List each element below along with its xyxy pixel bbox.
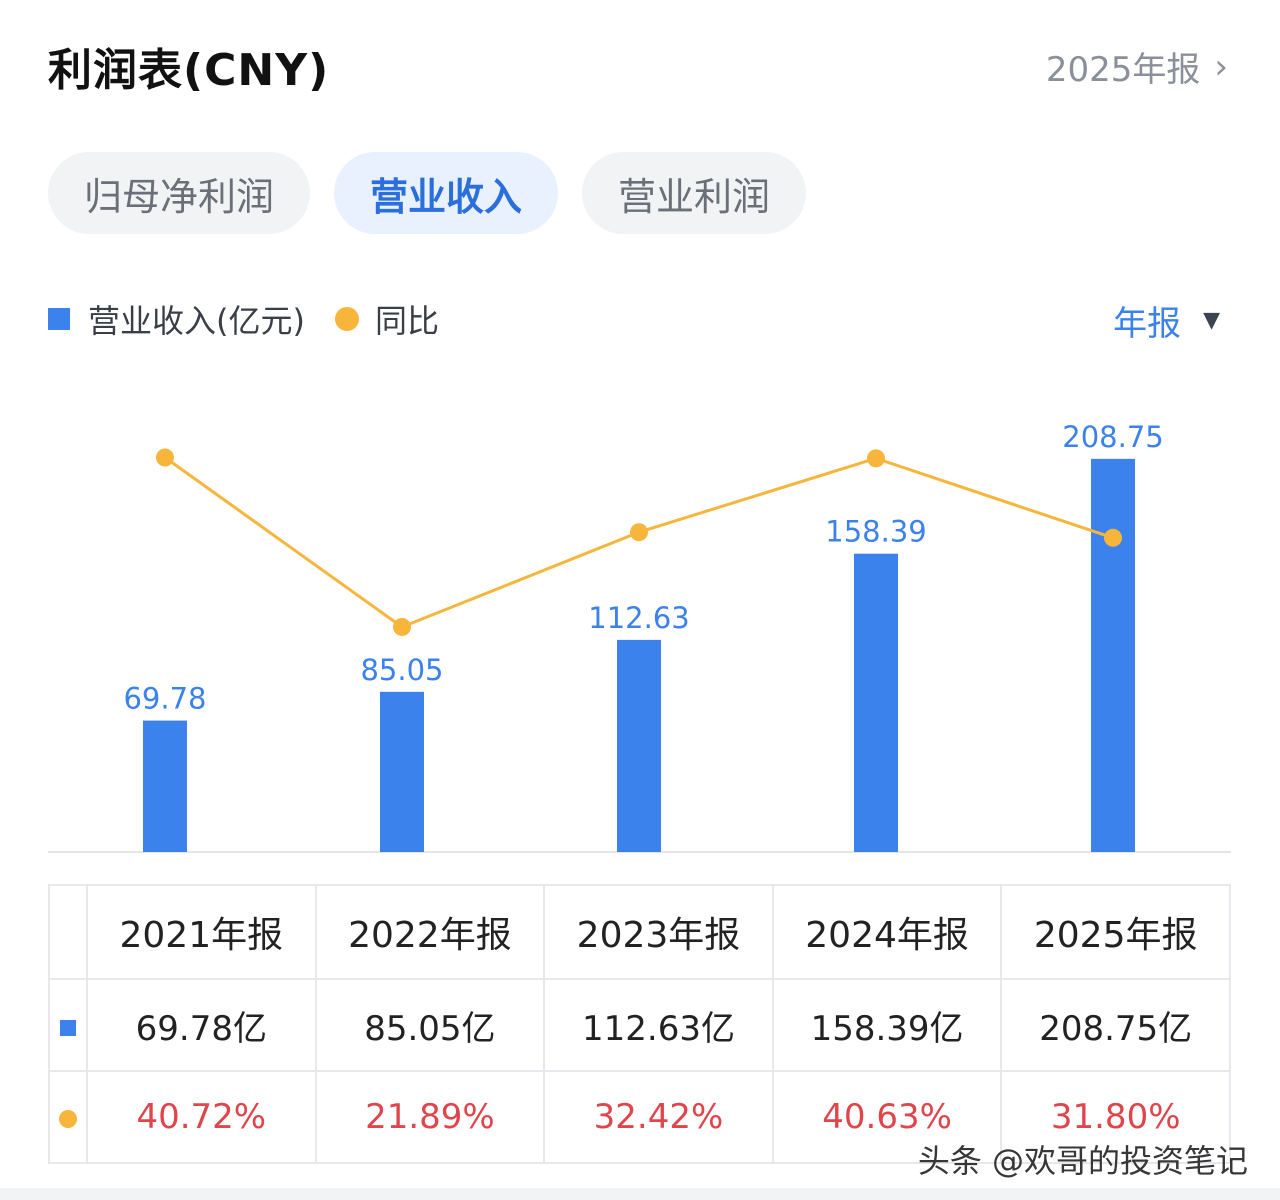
revenue-chart: 69.78 85.05 112.63 158.39 208.75 [48,420,1231,853]
table-cell: 112.63亿 [543,978,774,1072]
line-legend-label: 同比 [374,302,439,340]
period-label: 2025年报 [1045,50,1201,90]
watermark: 头条 @欢哥的投资笔记 [917,1142,1248,1180]
table-corner [48,884,88,980]
line-legend-icon [334,307,359,331]
bar-2024年报[interactable] [854,553,898,852]
table-cell: 85.05亿 [314,978,546,1072]
tab-revenue[interactable]: 营业收入 [334,152,559,234]
chevron-right-icon: › [1214,46,1228,87]
bar-2021年报[interactable] [143,720,187,852]
table-row-yoy: 40.72% 21.89% 32.42% 40.63% 31.80% [48,1070,1231,1164]
square-icon [60,1020,76,1036]
table-header-cell: 2023年报 [543,884,774,980]
bottom-divider [0,1188,1280,1200]
table-header-row: 2021年报 2022年报 2023年报 2024年报 2025年报 [48,884,1231,980]
frequency-label: 年报 [1113,304,1182,344]
bar-2025年报[interactable] [1091,458,1135,852]
yoy-point-2025年报[interactable] [1104,528,1122,547]
period-selector[interactable]: 2025年报 › [1046,42,1228,91]
bar-2022年报[interactable] [380,691,424,852]
bar-2023年报[interactable] [617,639,661,852]
table-cell: 32.42% [543,1070,774,1164]
table-header-cell: 2024年报 [771,884,1003,980]
table-cell: 31.80% [1000,1070,1231,1164]
revenue-row-marker [48,978,88,1072]
page-title: 利润表(CNY) [48,45,330,96]
data-table: 2021年报 2022年报 2023年报 2024年报 2025年报 69.78… [48,884,1231,1164]
table-cell: 208.75亿 [1000,978,1231,1072]
table-header-cell: 2022年报 [314,884,546,980]
bar-value-label: 158.39 [825,515,926,549]
bar-value-label: 85.05 [360,653,443,687]
table-cell: 158.39亿 [771,978,1003,1072]
triangle-down-icon: ▼ [1203,308,1220,333]
table-header-cell: 2025年报 [1000,884,1231,980]
yoy-point-2024年报[interactable] [867,449,885,468]
table-row-revenue: 69.78亿 85.05亿 112.63亿 158.39亿 208.75亿 [48,978,1231,1072]
bar-legend-label: 营业收入(亿元) [88,302,305,340]
dot-icon [59,1110,77,1128]
metric-tabs: 归母净利润 营业收入 营业利润 [48,152,807,234]
header: 利润表(CNY) 2025年报 › [48,30,1238,100]
bar-value-label: 208.75 [1062,420,1163,454]
tab-net-profit[interactable]: 归母净利润 [48,152,311,234]
table-cell: 40.72% [86,1070,317,1164]
bar-legend-icon [48,308,70,330]
frequency-dropdown[interactable]: 年报 ▼ [1113,296,1220,345]
bar-value-label: 112.63 [588,601,689,635]
yoy-point-2023年报[interactable] [630,523,648,542]
table-cell: 40.63% [771,1070,1003,1164]
table-cell: 69.78亿 [86,978,317,1072]
yoy-point-2022年报[interactable] [393,617,411,636]
tab-operating-profit[interactable]: 营业利润 [582,152,807,234]
yoy-row-marker [48,1070,88,1164]
table-header-cell: 2021年报 [86,884,317,980]
yoy-point-2021年报[interactable] [156,448,174,467]
chart-legend: 营业收入(亿元) 同比 [48,296,439,342]
table-cell: 21.89% [314,1070,546,1164]
bar-value-label: 69.78 [123,682,206,716]
